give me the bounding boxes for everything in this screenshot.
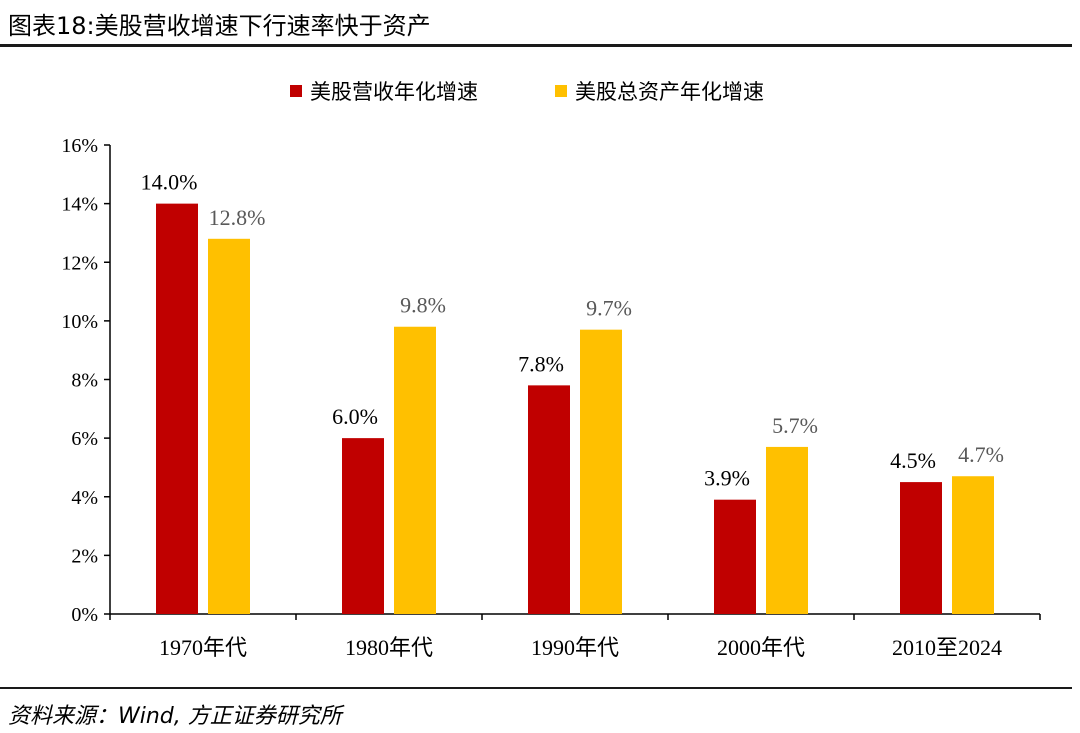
bar-revenue bbox=[528, 385, 570, 614]
data-label: 6.0% bbox=[332, 404, 378, 429]
data-label: 5.7% bbox=[772, 413, 818, 438]
legend-swatch bbox=[555, 85, 567, 97]
bar-assets bbox=[208, 238, 250, 615]
bar-assets bbox=[394, 326, 436, 614]
data-label: 7.8% bbox=[518, 351, 564, 376]
legend-swatch bbox=[290, 85, 302, 97]
x-tick-label: 2000年代 bbox=[717, 635, 805, 660]
y-tick-label: 6% bbox=[71, 428, 98, 450]
y-tick-label: 14% bbox=[61, 194, 98, 216]
data-label: 14.0% bbox=[141, 170, 198, 195]
y-tick-label: 4% bbox=[71, 487, 98, 509]
bar-revenue bbox=[342, 438, 384, 614]
bar-revenue bbox=[156, 203, 198, 614]
x-tick-label: 2010至2024 bbox=[892, 635, 1002, 660]
x-tick-label: 1990年代 bbox=[531, 635, 619, 660]
x-tick-label: 1970年代 bbox=[159, 635, 247, 660]
y-tick-label: 16% bbox=[61, 135, 98, 157]
data-label: 12.8% bbox=[209, 205, 266, 230]
bar-revenue bbox=[900, 482, 942, 614]
legend-label: 美股营收年化增速 bbox=[310, 80, 478, 104]
x-tick-label: 1980年代 bbox=[345, 635, 433, 660]
data-label: 9.7% bbox=[586, 296, 632, 321]
footer-divider bbox=[0, 687, 1072, 689]
data-label: 9.8% bbox=[400, 293, 446, 318]
data-label: 4.7% bbox=[958, 442, 1004, 467]
bar-revenue bbox=[714, 499, 756, 614]
title-divider bbox=[0, 44, 1072, 47]
bar-assets bbox=[580, 329, 622, 614]
data-label: 4.5% bbox=[890, 448, 936, 473]
y-tick-label: 8% bbox=[71, 370, 98, 392]
y-tick-label: 2% bbox=[71, 545, 98, 567]
y-tick-label: 10% bbox=[61, 311, 98, 333]
bar-assets bbox=[952, 476, 994, 614]
bar-assets bbox=[766, 446, 808, 614]
chart-title: 图表18:美股营收增速下行速率快于资产 bbox=[8, 12, 431, 40]
y-tick-label: 0% bbox=[71, 604, 98, 626]
source-note: 资料来源：Wind, 方正证券研究所 bbox=[8, 704, 342, 729]
y-tick-label: 12% bbox=[61, 252, 98, 274]
data-label: 3.9% bbox=[704, 466, 750, 491]
legend-label: 美股总资产年化增速 bbox=[575, 80, 764, 104]
